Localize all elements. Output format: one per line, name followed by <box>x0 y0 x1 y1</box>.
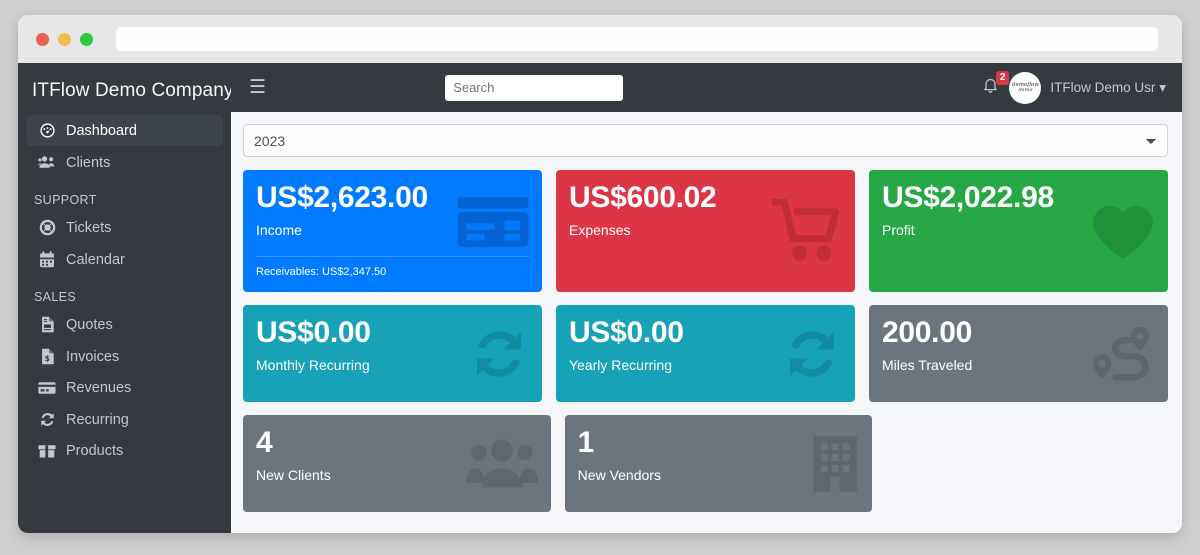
sync-icon <box>781 324 843 384</box>
browser-titlebar <box>18 15 1182 63</box>
sidebar-item-label: Invoices <box>66 348 120 365</box>
navbar-right: 2 demoflow demo ITFlow Demo Usr ▾ <box>981 71 1166 104</box>
heart-icon <box>1090 201 1156 261</box>
card-value: 1 <box>577 426 595 459</box>
search-box <box>445 74 624 101</box>
card-value: US$2,623.00 <box>256 181 428 214</box>
card-footer: Receivables: US$2,347.50 <box>256 255 529 278</box>
notification-badge: 2 <box>995 71 1010 85</box>
card-value: US$2,022.98 <box>882 181 1054 214</box>
sidebar-item-invoices[interactable]: $ Invoices <box>26 341 223 372</box>
card-label: Profit <box>882 221 915 238</box>
sidebar-item-label: Tickets <box>66 219 112 236</box>
svg-text:$: $ <box>44 354 49 363</box>
card-label: Miles Traveled <box>882 356 973 373</box>
chevron-down-icon: ▾ <box>1159 79 1166 95</box>
card-label: New Clients <box>256 466 331 483</box>
card-row-1: US$2,623.00 Income <box>243 170 1168 292</box>
box-icon <box>34 443 60 459</box>
sync-icon <box>34 411 60 428</box>
credit-card-icon <box>456 195 530 249</box>
sync-icon <box>468 324 530 384</box>
shopping-cart-icon <box>771 198 843 263</box>
route-icon <box>1084 323 1156 385</box>
sidebar-item-quotes[interactable]: Quotes <box>26 309 223 340</box>
card-value: US$600.02 <box>569 181 717 214</box>
card-row-2: US$0.00 Monthly Recurring US$0.00 Yearly… <box>243 305 1168 402</box>
dashboard-main: 2023 US$2,623.00 Income <box>231 112 1182 533</box>
sidebar-item-calendar[interactable]: Calendar <box>26 244 223 275</box>
user-menu-label: ITFlow Demo Usr <box>1050 79 1156 95</box>
file-dollar-icon: $ <box>34 348 60 365</box>
credit-card-icon <box>34 381 60 395</box>
tachometer-icon <box>34 122 60 139</box>
notifications-button[interactable]: 2 <box>981 71 1010 101</box>
sidebar: ITFlow Demo Company <box>18 63 231 533</box>
card-label: Expenses <box>569 221 631 238</box>
hamburger-icon[interactable]: ☰ <box>249 77 267 98</box>
sidebar-brand[interactable]: ITFlow Demo Company <box>32 80 231 101</box>
avatar-line-2: demo <box>1018 86 1033 93</box>
app-shell: ITFlow Demo Company <box>18 63 1182 533</box>
sidebar-item-clients[interactable]: Clients <box>26 147 223 178</box>
minimize-window-button[interactable] <box>58 32 71 46</box>
life-ring-icon <box>34 219 60 236</box>
user-menu[interactable]: ITFlow Demo Usr ▾ <box>1050 80 1166 96</box>
maximize-window-button[interactable] <box>80 32 93 46</box>
card-value: US$0.00 <box>569 316 684 349</box>
close-window-button[interactable] <box>36 32 49 46</box>
sidebar-item-label: Calendar <box>66 251 125 268</box>
sidebar-item-recurring[interactable]: Recurring <box>26 404 223 435</box>
sidebar-item-label: Recurring <box>66 411 129 428</box>
sidebar-item-dashboard[interactable]: Dashboard <box>26 115 223 146</box>
card-value: 200.00 <box>882 316 972 349</box>
card-income[interactable]: US$2,623.00 Income <box>243 170 542 292</box>
card-label: Monthly Recurring <box>256 356 370 373</box>
card-value: US$0.00 <box>256 316 371 349</box>
avatar[interactable]: demoflow demo <box>1009 71 1042 104</box>
sidebar-item-products[interactable]: Products <box>26 436 223 466</box>
search-input[interactable] <box>445 74 624 101</box>
users-icon <box>34 154 60 171</box>
sidebar-item-revenues[interactable]: Revenues <box>26 373 223 403</box>
calendar-icon <box>34 251 60 268</box>
card-label: New Vendors <box>577 466 661 483</box>
card-new-vendors[interactable]: 1 New Vendors <box>564 415 873 512</box>
card-value: 4 <box>256 426 273 459</box>
card-row-3-spacer <box>886 415 1168 512</box>
sidebar-item-label: Products <box>66 443 124 459</box>
url-bar[interactable] <box>116 27 1158 51</box>
top-navbar: ☰ 2 <box>231 63 1182 112</box>
sidebar-item-label: Quotes <box>66 316 113 333</box>
building-icon <box>810 434 860 494</box>
card-monthly-recurring[interactable]: US$0.00 Monthly Recurring <box>243 305 542 402</box>
sidebar-nav: Dashboard Clients <box>18 115 231 466</box>
browser-window: ITFlow Demo Company <box>18 15 1182 533</box>
year-filter-select[interactable]: 2023 <box>243 124 1168 157</box>
sidebar-item-label: Revenues <box>66 380 132 396</box>
card-label: Yearly Recurring <box>569 356 672 373</box>
sidebar-group-header-sales: SALES <box>34 290 77 304</box>
file-invoice-icon <box>34 316 60 333</box>
card-row-3: 4 New Clients <box>243 415 1168 512</box>
card-expenses[interactable]: US$600.02 Expenses <box>556 170 855 292</box>
avatar-line-1: demoflow <box>1011 81 1039 88</box>
card-miles-traveled[interactable]: 200.00 Miles Traveled <box>869 305 1168 402</box>
card-label: Income <box>256 221 302 238</box>
content-area: ☰ 2 <box>231 63 1182 533</box>
sidebar-item-label: Clients <box>66 154 111 171</box>
sidebar-group-header-support: SUPPORT <box>34 193 97 207</box>
users-icon <box>465 435 539 493</box>
card-new-clients[interactable]: 4 New Clients <box>243 415 551 512</box>
card-yearly-recurring[interactable]: US$0.00 Yearly Recurring <box>556 305 855 402</box>
sidebar-item-label: Dashboard <box>66 122 137 139</box>
card-profit[interactable]: US$2,022.98 Profit <box>869 170 1168 292</box>
sidebar-item-tickets[interactable]: Tickets <box>26 212 223 243</box>
